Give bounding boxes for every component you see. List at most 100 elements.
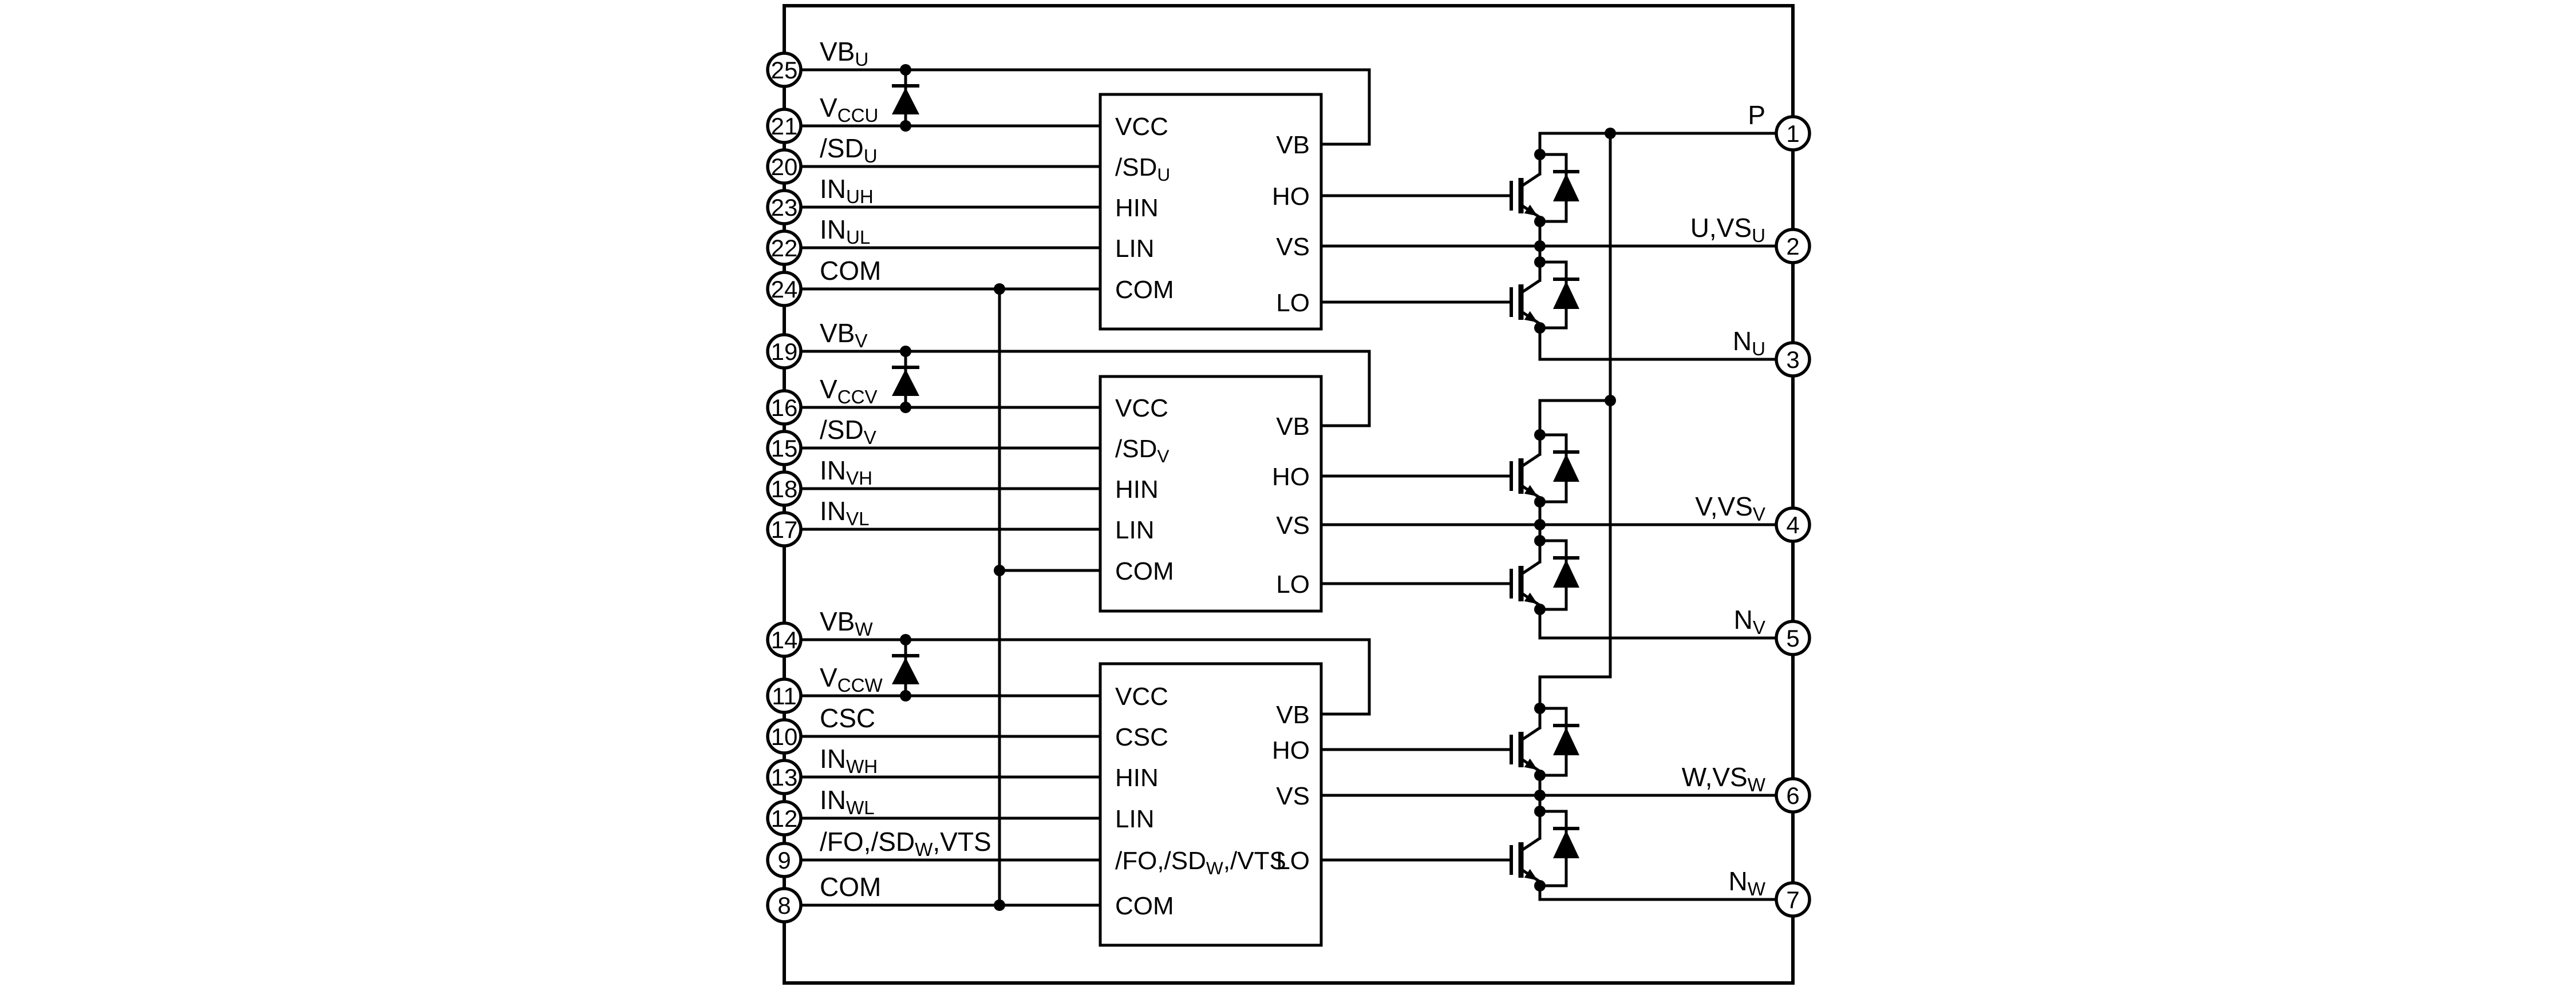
ic-left-pin-label: HIN: [1115, 194, 1159, 222]
igbt-emitter-arrow: [1524, 485, 1538, 497]
right-pin-circle-5: [1775, 620, 1811, 656]
pin-number: 19: [771, 338, 798, 365]
igbt-emitter-arrow: [1524, 592, 1538, 604]
pin-number: 22: [771, 235, 798, 261]
ic-left-pin-label: /FO,/SDW,/VTS: [1115, 847, 1286, 878]
pin-label: INUL: [820, 215, 870, 248]
pin-label: VBV: [820, 318, 867, 352]
junction-dot: [900, 634, 911, 645]
junction-dot: [1534, 216, 1546, 227]
left-pin-circle-11: [766, 677, 803, 714]
pin-number: 13: [771, 764, 798, 791]
left-pin-circle-20: [766, 148, 803, 185]
junction-dot: [1534, 703, 1546, 714]
ic-right-pin-label: VS: [1276, 512, 1310, 540]
pin-number: 16: [771, 394, 798, 421]
pin-number: 18: [771, 475, 798, 502]
pin-number: 15: [771, 435, 798, 462]
junction-dot: [900, 402, 911, 413]
pin-label: W,VSW: [1682, 762, 1766, 796]
igbt-collector-lead: [1520, 279, 1541, 295]
pin-label: V,VSV: [1695, 491, 1765, 525]
left-pin-circle-14: [766, 621, 803, 658]
pin-label: VCCU: [820, 93, 878, 126]
ic-right-pin-label: LO: [1276, 289, 1310, 317]
ic-right-pin-label: VS: [1276, 782, 1310, 810]
vb-loop-wire: [1319, 638, 1371, 716]
ic-left-pin-label: LIN: [1115, 805, 1154, 833]
pin-number: 11: [772, 683, 797, 709]
junction-dot: [900, 120, 911, 132]
igbt: [1510, 560, 1541, 607]
pin-number: 5: [1786, 625, 1799, 652]
junction-dot: [1534, 880, 1546, 891]
junction-dot: [994, 899, 1005, 911]
igbt-collector-lead: [1520, 453, 1541, 469]
igbt: [1510, 726, 1541, 773]
pin-label: VBU: [820, 37, 868, 70]
ic-right-pin-label: HO: [1272, 463, 1310, 491]
pin-number: 9: [777, 847, 791, 874]
pin-label: INWH: [820, 744, 878, 778]
junction-dot: [1534, 806, 1546, 817]
pin-label: INUH: [820, 174, 874, 208]
right-pin-circle-4: [1775, 506, 1811, 543]
igbt-emitter-arrow: [1524, 204, 1538, 216]
pin-label: VBW: [820, 607, 873, 640]
ic-left-pin-label: VCC: [1115, 113, 1168, 141]
ic-left-pin-label: /SDV: [1115, 435, 1169, 466]
ic-right-pin-label: VB: [1276, 701, 1310, 729]
igbt: [1510, 279, 1541, 326]
igbt-emitter-arrow: [1524, 311, 1538, 323]
junction-dot: [1534, 496, 1546, 508]
junction-dot: [900, 346, 911, 357]
junction-dot: [1534, 519, 1546, 530]
right-pin-circle-3: [1775, 341, 1811, 378]
vb-loop-wire: [1319, 68, 1371, 146]
ic-left-pin-label: HIN: [1115, 764, 1159, 792]
pin-number: 17: [771, 516, 798, 543]
left-pin-circle-15: [766, 430, 803, 466]
pin-label: /SDU: [820, 133, 878, 167]
pin-number: 3: [1786, 346, 1799, 373]
pin-label: P: [1748, 100, 1765, 130]
driver-ic-3: [1099, 662, 1323, 947]
pin-label: VCCV: [820, 374, 878, 408]
ic-right-pin-label: LO: [1276, 570, 1310, 598]
junction-dot: [900, 64, 911, 76]
ic-right-pin-label: VS: [1276, 233, 1310, 261]
pin-number: 8: [777, 892, 791, 919]
ic-right-pin-label: HO: [1272, 183, 1310, 211]
right-pin-circle-2: [1775, 228, 1811, 264]
pin-label: COM: [820, 256, 881, 286]
left-pin-circle-18: [766, 470, 803, 507]
igbt: [1510, 172, 1541, 219]
ic-left-pin-label: COM: [1115, 276, 1174, 304]
pin-number: 2: [1786, 233, 1799, 260]
pin-number: 21: [771, 113, 798, 140]
igbt-emitter-arrow: [1524, 869, 1538, 881]
right-pin-circle-7: [1775, 881, 1811, 918]
pin-label: INWL: [820, 785, 875, 819]
pin-label: INVH: [820, 455, 872, 489]
left-pin-circle-23: [766, 189, 803, 225]
left-pin-circle-8: [766, 887, 803, 923]
driver-ic-1: [1099, 93, 1323, 331]
ic-right-pin-label: HO: [1272, 736, 1310, 764]
pin-number: 12: [771, 805, 798, 832]
left-pin-circle-16: [766, 389, 803, 426]
pin-number: 23: [771, 194, 798, 221]
pin-label: NV: [1734, 605, 1765, 639]
pin-number: 1: [1786, 120, 1799, 147]
igbt-collector-lead: [1520, 837, 1541, 853]
left-pin-circle-10: [766, 718, 803, 755]
left-pin-circle-19: [766, 333, 803, 370]
igbt-collector-lead: [1520, 560, 1541, 576]
ic-left-pin-label: COM: [1115, 892, 1174, 920]
pin-label: VCCW: [820, 663, 883, 696]
pin-label: INVL: [820, 496, 870, 530]
pin-number: 25: [771, 57, 798, 84]
igbt-collector-lead: [1520, 726, 1541, 742]
